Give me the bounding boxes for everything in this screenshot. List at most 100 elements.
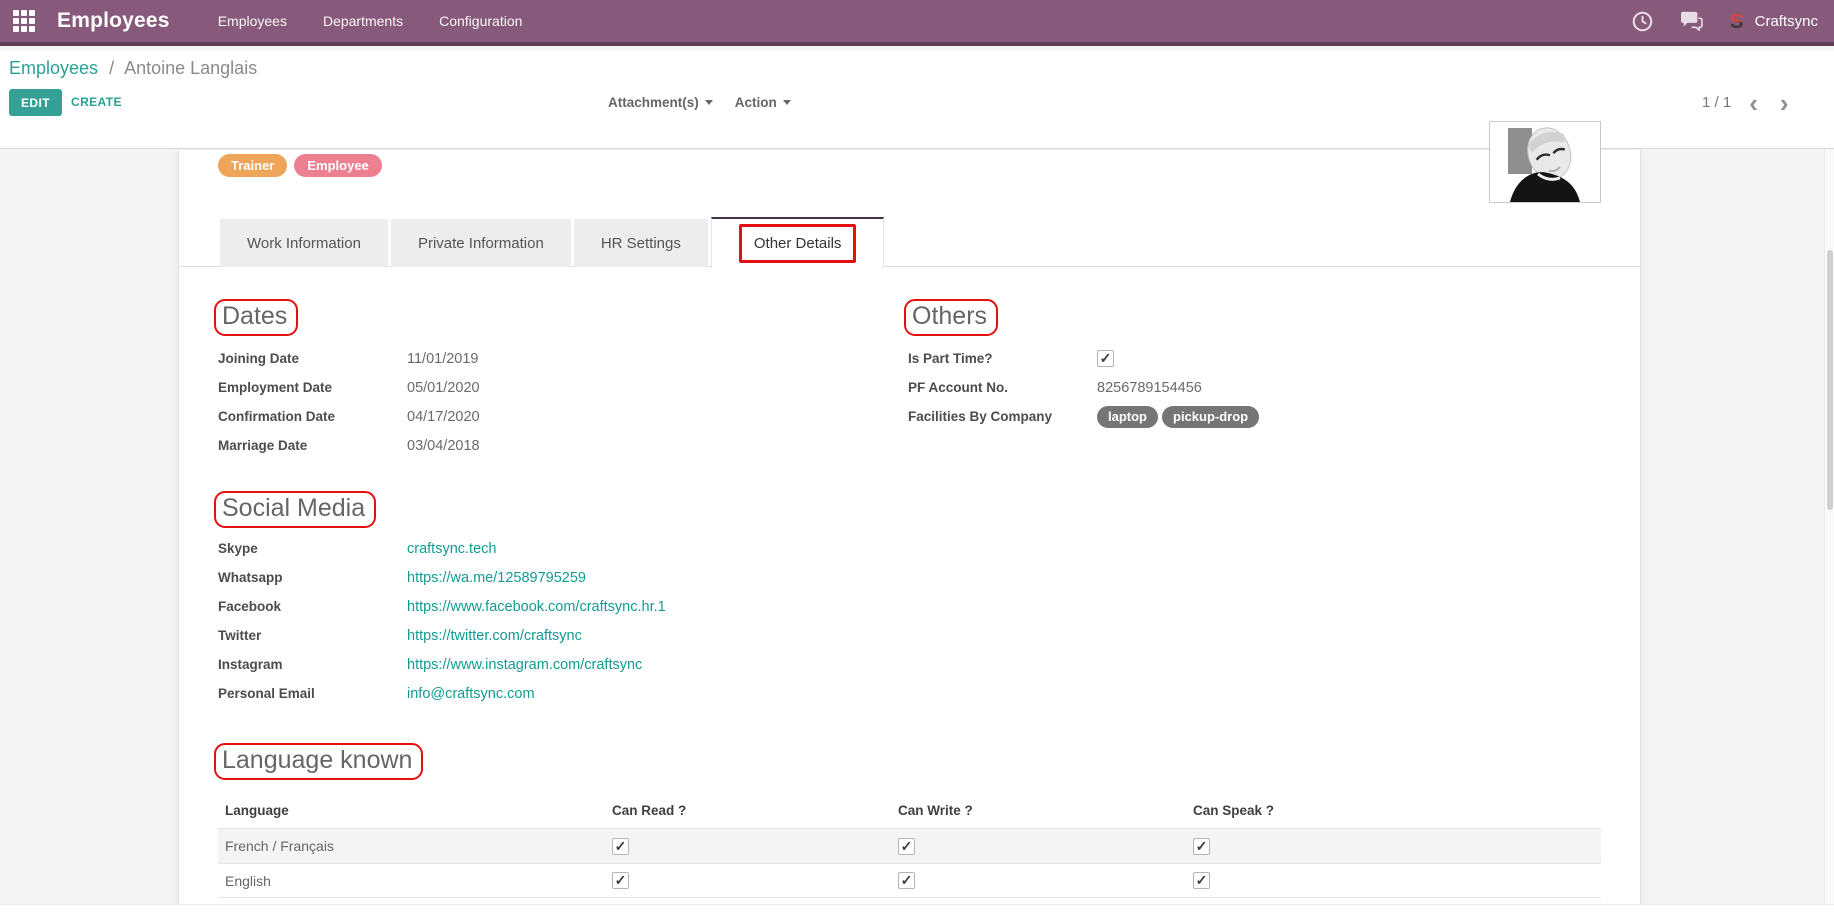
tab-private-information[interactable]: Private Information bbox=[390, 219, 571, 267]
field-whatsapp: Whatsapp https://wa.me/12589795259 bbox=[218, 563, 666, 592]
section-title-others: Others bbox=[904, 299, 999, 336]
can-write-checkbox[interactable]: ✓ bbox=[898, 837, 915, 855]
field-instagram: Instagram https://www.instagram.com/craf… bbox=[218, 650, 666, 679]
vertical-scrollbar-thumb[interactable] bbox=[1827, 250, 1833, 510]
field-label: Facilities By Company bbox=[908, 409, 1053, 424]
section-title-language-known: Language known bbox=[214, 743, 424, 780]
breadcrumb: Employees / Antoine Langlais bbox=[9, 58, 257, 79]
facility-tag-pickup-drop[interactable]: pickup-drop bbox=[1162, 405, 1260, 428]
personal-email-link[interactable]: info@craftsync.com bbox=[407, 685, 535, 702]
is-part-time-checkbox[interactable]: ✓ bbox=[1097, 350, 1114, 367]
table-row-french[interactable]: French / Français ✓ ✓ ✓ bbox=[218, 828, 1601, 863]
twitter-link[interactable]: https://twitter.com/craftsync bbox=[407, 627, 582, 644]
field-value: 04/17/2020 bbox=[407, 408, 480, 425]
field-label: PF Account No. bbox=[908, 380, 1008, 395]
annotation-box: Dates bbox=[214, 299, 299, 336]
field-personal-email: Personal Email info@craftsync.com bbox=[218, 679, 666, 708]
tab-other-details[interactable]: Other Details bbox=[710, 217, 885, 268]
instagram-link[interactable]: https://www.instagram.com/craftsync bbox=[407, 656, 643, 673]
can-read-checkbox[interactable]: ✓ bbox=[612, 837, 629, 855]
field-value: 8256789154456 bbox=[1097, 379, 1202, 396]
can-write-checkbox[interactable]: ✓ bbox=[898, 872, 915, 889]
field-label: Confirmation Date bbox=[218, 409, 336, 424]
menu-departments[interactable]: Departments bbox=[322, 13, 404, 29]
social-fields: Skype craftsync.tech Whatsapp https://wa… bbox=[218, 534, 666, 708]
menu-configuration[interactable]: Configuration bbox=[439, 13, 523, 29]
dates-fields: Joining Date 11/01/2019 Employment Date … bbox=[218, 344, 480, 460]
apps-grid-icon[interactable] bbox=[13, 10, 35, 32]
tag-trainer[interactable]: Trainer bbox=[218, 154, 288, 177]
tab-hr-settings[interactable]: HR Settings bbox=[573, 219, 708, 267]
top-menu: Employees Departments Configuration bbox=[218, 13, 523, 29]
language-table: Language Can Read ? Can Write ? Can Spea… bbox=[218, 792, 1601, 898]
tab-label: HR Settings bbox=[600, 234, 681, 252]
employee-tags: Trainer Employee bbox=[218, 154, 382, 177]
horizontal-scrollbar[interactable] bbox=[0, 904, 1834, 920]
pager: 1 / 1 ‹ › bbox=[1702, 89, 1793, 116]
section-title-dates: Dates bbox=[214, 299, 299, 336]
company-name: Craftsync bbox=[1754, 12, 1818, 30]
action-dropdown-label: Action bbox=[734, 95, 777, 110]
language-cell: French / Français bbox=[225, 838, 334, 854]
facility-tag-laptop[interactable]: laptop bbox=[1097, 405, 1158, 428]
tab-work-information[interactable]: Work Information bbox=[220, 219, 388, 267]
pager-count: 1 / 1 bbox=[1702, 94, 1732, 111]
messages-icon[interactable] bbox=[1679, 11, 1703, 31]
app-title[interactable]: Employees bbox=[57, 9, 170, 32]
column-header-can-speak: Can Speak ? bbox=[1193, 802, 1275, 818]
column-header-language: Language bbox=[225, 802, 289, 818]
vertical-scrollbar[interactable] bbox=[1824, 150, 1834, 904]
menu-employees[interactable]: Employees bbox=[217, 13, 287, 29]
field-value: 11/01/2019 bbox=[407, 350, 479, 367]
edit-button[interactable]: EDIT bbox=[9, 89, 62, 116]
top-navbar: Employees Employees Departments Configur… bbox=[0, 0, 1834, 46]
create-button[interactable]: CREATE bbox=[71, 89, 122, 116]
can-speak-checkbox[interactable]: ✓ bbox=[1193, 837, 1210, 855]
field-facebook: Facebook https://www.facebook.com/crafts… bbox=[218, 592, 666, 621]
employee-photo[interactable] bbox=[1489, 121, 1601, 203]
field-label: Twitter bbox=[218, 628, 262, 643]
field-label: Skype bbox=[218, 541, 258, 556]
attachments-dropdown[interactable]: Attachment(s) bbox=[608, 95, 713, 110]
field-pf-account: PF Account No. 8256789154456 bbox=[908, 373, 1259, 402]
form-sheet bbox=[178, 150, 1641, 920]
language-table-header: Language Can Read ? Can Write ? Can Spea… bbox=[218, 792, 1601, 828]
section-title-social-media: Social Media bbox=[214, 491, 377, 528]
activities-clock-icon[interactable] bbox=[1632, 11, 1653, 32]
others-fields: Is Part Time? ✓ PF Account No. 825678915… bbox=[908, 344, 1260, 431]
field-twitter: Twitter https://twitter.com/craftsync bbox=[218, 621, 666, 650]
annotation-box: Other Details bbox=[738, 224, 857, 263]
notebook-tabs: Work Information Private Information HR … bbox=[178, 217, 1641, 268]
annotation-box: Social Media bbox=[214, 491, 377, 528]
column-header-can-read: Can Read ? bbox=[612, 802, 687, 818]
language-cell: English bbox=[225, 872, 271, 889]
breadcrumb-employees-link[interactable]: Employees bbox=[9, 58, 99, 78]
field-label: Joining Date bbox=[218, 351, 300, 366]
breadcrumb-separator: / bbox=[109, 58, 115, 78]
skype-link[interactable]: craftsync.tech bbox=[407, 540, 497, 557]
svg-text:S: S bbox=[1730, 11, 1743, 31]
field-skype: Skype craftsync.tech bbox=[218, 534, 666, 563]
field-label: Personal Email bbox=[218, 686, 315, 701]
field-facilities: Facilities By Company laptop pickup-drop bbox=[908, 402, 1260, 431]
can-read-checkbox[interactable]: ✓ bbox=[612, 872, 629, 889]
previous-page-icon[interactable]: ‹ bbox=[1749, 87, 1758, 118]
caret-down-icon bbox=[782, 100, 791, 105]
attachments-dropdown-label: Attachment(s) bbox=[608, 95, 699, 110]
tag-employee[interactable]: Employee bbox=[294, 154, 382, 177]
annotation-box: Others bbox=[904, 299, 999, 336]
field-employment-date: Employment Date 05/01/2020 bbox=[218, 373, 480, 402]
whatsapp-link[interactable]: https://wa.me/12589795259 bbox=[407, 569, 586, 586]
field-value: 03/04/2018 bbox=[407, 437, 480, 454]
breadcrumb-current-record: Antoine Langlais bbox=[124, 58, 258, 78]
field-label: Facebook bbox=[218, 599, 282, 614]
next-page-icon[interactable]: › bbox=[1779, 87, 1789, 118]
company-switcher[interactable]: S Craftsync bbox=[1729, 11, 1818, 31]
can-speak-checkbox[interactable]: ✓ bbox=[1193, 872, 1210, 889]
tab-label: Work Information bbox=[247, 234, 361, 252]
action-dropdown[interactable]: Action bbox=[735, 95, 791, 110]
field-is-part-time: Is Part Time? ✓ bbox=[908, 344, 1259, 373]
facebook-link[interactable]: https://www.facebook.com/craftsync.hr.1 bbox=[407, 598, 666, 615]
column-header-can-write: Can Write ? bbox=[898, 802, 973, 818]
table-row-english[interactable]: English ✓ ✓ ✓ bbox=[218, 863, 1601, 898]
